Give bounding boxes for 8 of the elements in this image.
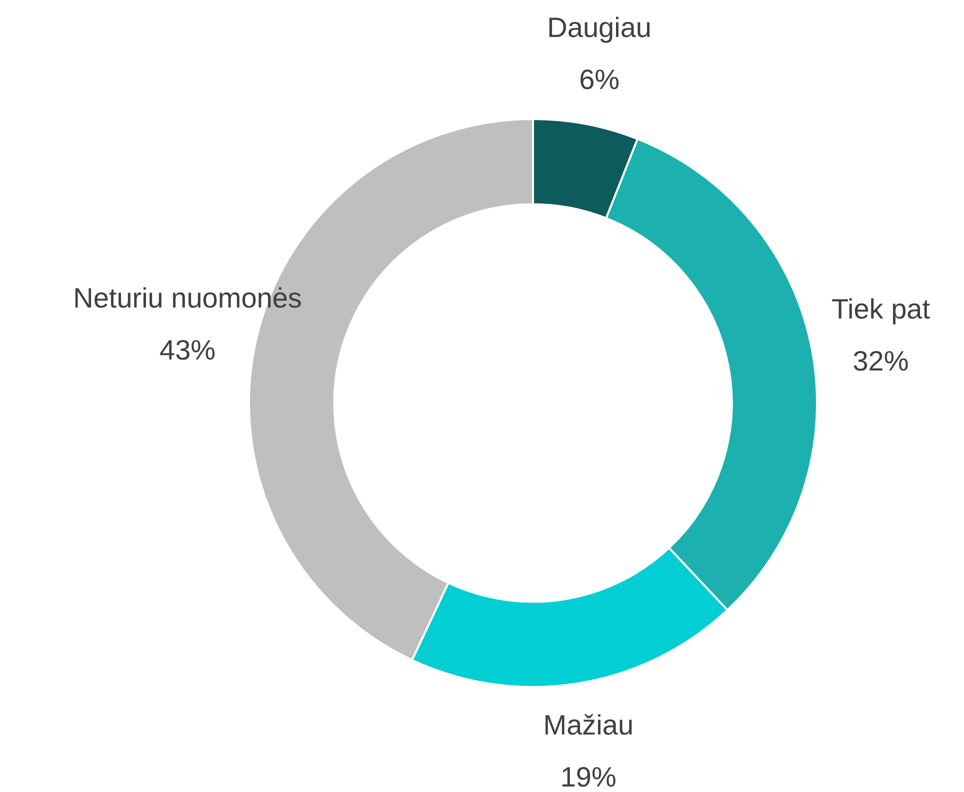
data-label: 43%	[160, 334, 216, 366]
data-label: 6%	[579, 64, 620, 95]
slice-label: Neturiu nuomonės	[73, 282, 302, 314]
data-label: 32%	[852, 345, 909, 376]
slice-label: Tiek pat	[831, 293, 930, 324]
slice-label: Mažiau	[543, 709, 634, 740]
data-label: 19%	[560, 761, 616, 792]
slice-label: Daugiau	[547, 12, 652, 43]
